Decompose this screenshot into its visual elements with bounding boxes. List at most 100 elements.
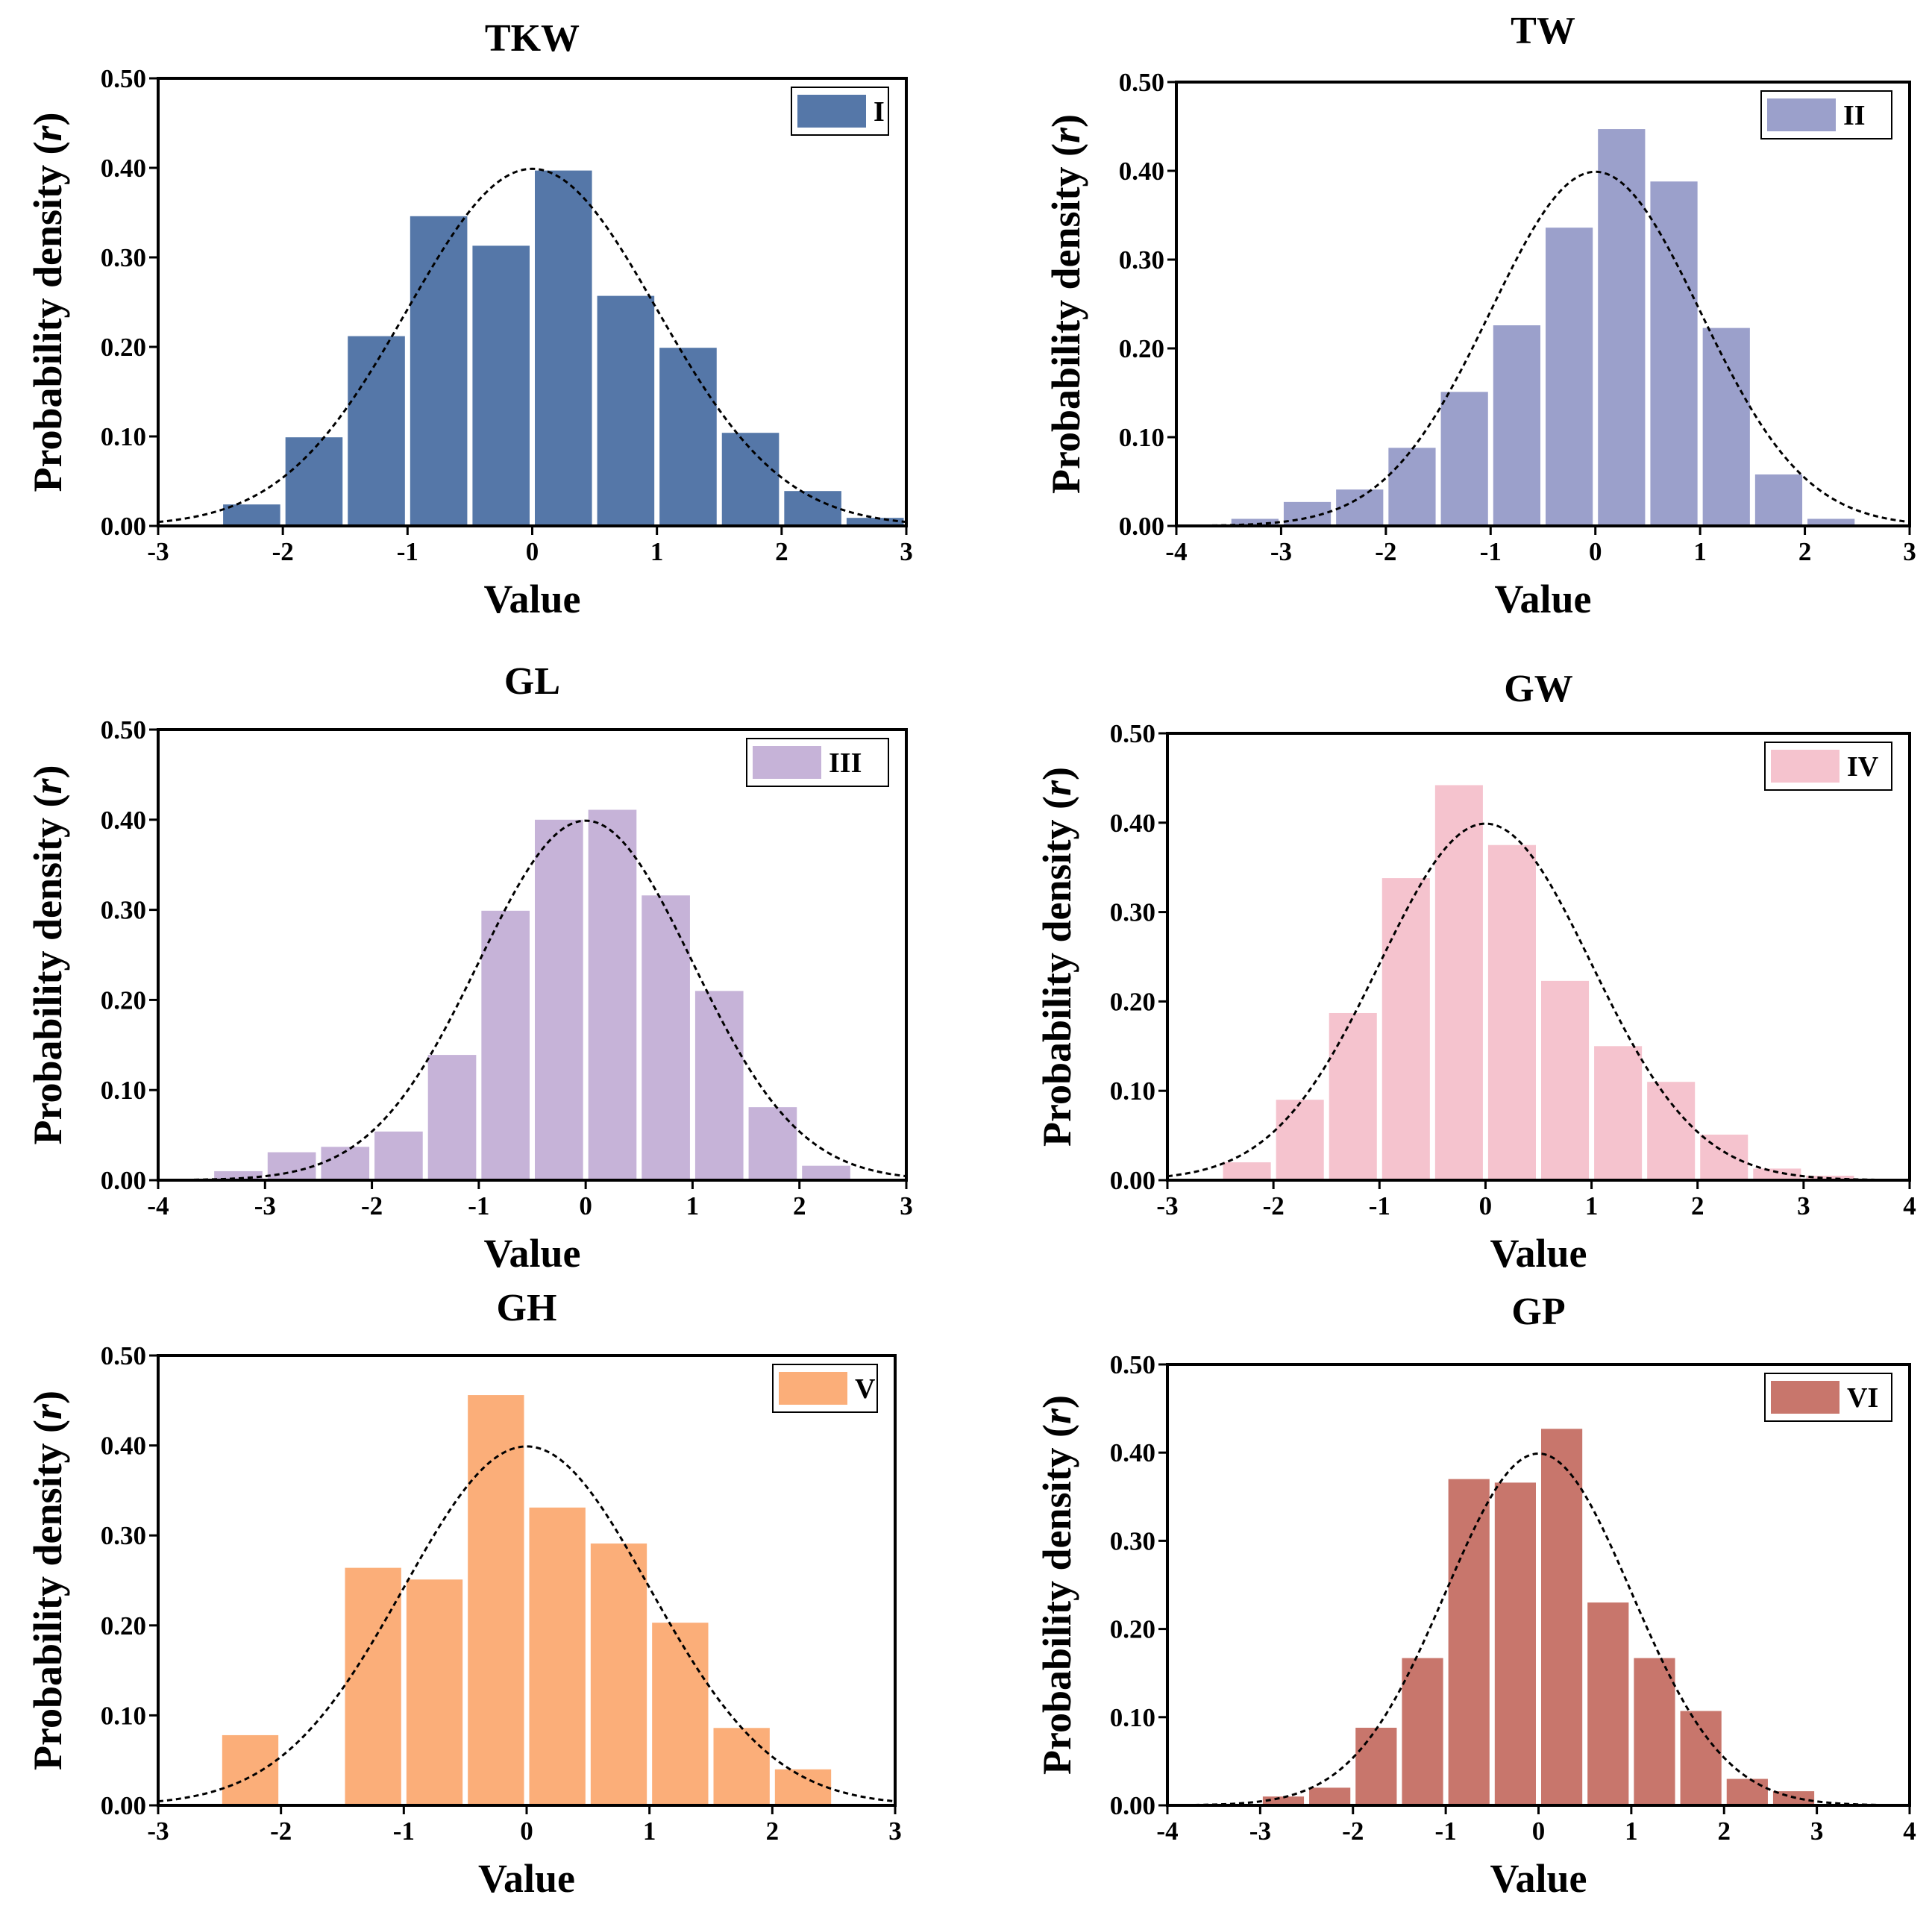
chart-panel-gp: GP 0.00 0.10 0.20 0.30 0.40 0.50 -4 -3 -2 -1 0 1 2 3 4 V… <box>1035 1291 1916 1901</box>
legend-label: VI <box>1847 1382 1878 1414</box>
histogram-bar <box>1223 1162 1271 1180</box>
y-tick-label: 0.10 <box>101 422 146 451</box>
y-axis-label-symbol: r <box>1035 780 1079 796</box>
x-axis-label: Value <box>483 1231 580 1276</box>
x-tick-label: -1 <box>393 1817 415 1846</box>
x-tick-label: 2 <box>1718 1817 1731 1846</box>
y-tick-label: 0.30 <box>1119 245 1164 275</box>
y-axis-label-symbol: r <box>1035 1408 1079 1424</box>
x-tick-label: 0 <box>1589 537 1602 566</box>
histogram-bar <box>1448 1479 1490 1805</box>
x-tick-label: 3 <box>900 537 913 566</box>
x-tick-label: -3 <box>147 537 169 566</box>
histogram-bar <box>1388 448 1436 526</box>
y-axis-label-paren: ) <box>1035 767 1079 780</box>
chart-panel-gh: GH 0.00 0.10 0.20 0.30 0.40 0.50 -3 -2 -1 0 1 2 3 Valu… <box>25 1287 902 1901</box>
histogram-bar <box>597 295 655 526</box>
histogram-bar <box>1587 1602 1629 1805</box>
y-tick-label: 0.10 <box>1110 1703 1155 1732</box>
legend-swatch <box>1771 750 1840 783</box>
y-tick-label: 0.50 <box>101 64 146 93</box>
y-axis-label-text: Probability density ( <box>1035 1424 1079 1775</box>
y-tick-label: 0.10 <box>101 1076 146 1105</box>
x-tick-label: 2 <box>793 1191 806 1220</box>
histogram-bar <box>285 437 343 526</box>
y-axis-label-symbol: r <box>25 125 70 141</box>
legend-label: II <box>1843 100 1866 131</box>
histogram-bar <box>1546 228 1593 526</box>
legend-swatch <box>1771 1381 1840 1414</box>
x-tick-label: 1 <box>643 1817 656 1846</box>
y-tick-label: 0.00 <box>101 1791 146 1820</box>
y-tick-label: 0.30 <box>101 1521 146 1550</box>
y-axis-label-symbol: r <box>25 777 70 794</box>
histogram-bar <box>427 1055 477 1180</box>
histogram-bar <box>1541 1429 1583 1805</box>
histogram-bar <box>410 216 468 526</box>
histogram-bar <box>1807 518 1855 526</box>
x-axis-label: Value <box>1494 577 1591 621</box>
y-axis-label: Probability density (r) <box>25 1391 70 1770</box>
x-tick-label: 3 <box>1797 1191 1810 1220</box>
y-tick-label: 0.40 <box>101 1432 146 1461</box>
y-tick-label: 0.50 <box>101 1341 146 1370</box>
x-tick-label: 0 <box>526 537 539 566</box>
x-tick-label: -2 <box>1263 1191 1285 1220</box>
x-tick-label: 1 <box>1625 1817 1638 1846</box>
x-tick-label: -3 <box>1270 537 1292 566</box>
chart-title: GH <box>497 1287 557 1329</box>
x-tick-label: 2 <box>775 537 788 566</box>
histogram-bar <box>1702 327 1750 526</box>
y-axis-label-paren: ) <box>25 765 70 778</box>
plot-frame <box>1166 732 1911 1182</box>
x-tick-label: 1 <box>1585 1191 1599 1220</box>
histogram-bar <box>1650 181 1698 526</box>
y-tick-label: 0.00 <box>101 1166 146 1195</box>
y-tick-label: 0.30 <box>101 896 146 925</box>
y-tick-label: 0.40 <box>101 806 146 835</box>
legend-swatch <box>753 746 821 779</box>
histogram-bar <box>659 348 717 526</box>
histogram-bar <box>846 518 904 526</box>
x-tick-label: 1 <box>686 1191 700 1220</box>
histogram-bar <box>1440 392 1488 526</box>
histogram-bar <box>721 433 780 526</box>
y-axis-label-symbol: r <box>25 1403 70 1420</box>
y-tick-label: 0.30 <box>101 243 146 272</box>
chart-title: TKW <box>485 17 580 60</box>
plot-frame <box>1175 81 1911 527</box>
x-tick-label: -2 <box>361 1191 383 1220</box>
x-tick-label: 0 <box>579 1191 592 1220</box>
y-axis-label: Probability density (r) <box>1044 114 1088 494</box>
y-tick-label: 0.10 <box>1119 423 1164 452</box>
histogram-bar <box>1493 325 1540 526</box>
histogram-bar <box>481 910 530 1180</box>
histogram-bar <box>345 1567 401 1805</box>
x-tick-label: -1 <box>1480 537 1502 566</box>
plot-frame <box>157 728 908 1182</box>
histogram-bar <box>1329 1012 1377 1180</box>
histogram-bar <box>1753 1168 1801 1180</box>
chart-title: GW <box>1504 668 1572 710</box>
x-axis-label: Value <box>483 577 580 621</box>
histogram-bar <box>1309 1787 1351 1805</box>
y-tick-label: 0.10 <box>1110 1076 1155 1106</box>
normal-distribution-curve <box>1167 1452 1910 1807</box>
x-tick-label: 3 <box>888 1817 902 1846</box>
normal-distribution-curve <box>1176 170 1910 527</box>
x-tick-label: 1 <box>650 537 664 566</box>
histogram-bar <box>1231 518 1279 526</box>
histogram-bar <box>1754 474 1803 526</box>
y-axis-label-paren: ) <box>25 1391 70 1404</box>
histogram-bar <box>348 336 405 526</box>
legend-label: IV <box>1847 751 1879 783</box>
plot-frame <box>157 77 908 527</box>
chart-title: GP <box>1511 1291 1565 1333</box>
y-tick-label: 0.20 <box>101 985 146 1015</box>
chart-panel-tkw: TKW 0.00 0.10 0.20 0.30 0.40 0.50 -3 -2 -1 0 1 2 3 Val… <box>25 17 913 621</box>
y-tick-label: 0.00 <box>1119 512 1164 541</box>
y-axis-label: Probability density (r) <box>25 112 70 492</box>
histogram-bar <box>1402 1658 1443 1805</box>
y-axis-label: Probability density (r) <box>1035 1395 1079 1775</box>
x-tick-label: -2 <box>270 1817 292 1846</box>
